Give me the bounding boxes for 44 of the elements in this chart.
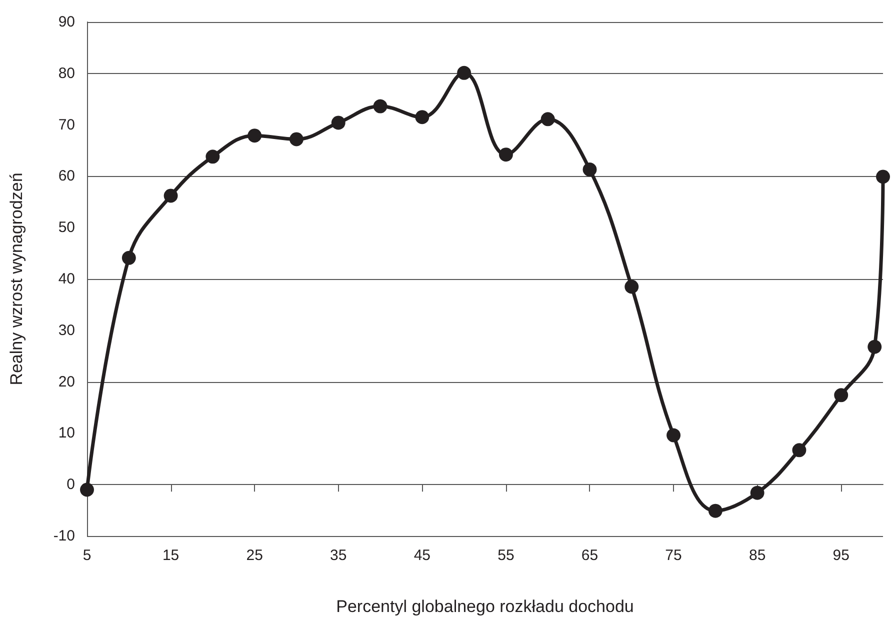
x-tick-label: 45 [414,547,430,564]
x-tick-label: 75 [665,547,682,564]
point [624,280,639,294]
x-tick-label: 85 [748,547,766,564]
x-tick-label: 35 [330,547,347,564]
point [206,150,220,164]
point [373,99,388,114]
y-tick-label: 80 [58,64,75,82]
y-tick-label: 50 [58,219,75,236]
point [792,443,806,458]
x-tick-label: 95 [832,547,850,564]
point [415,110,430,124]
y-tick-label: 10 [58,424,75,442]
y-tick-label: 20 [58,373,75,390]
y-tick-label: 40 [58,270,75,288]
point [457,66,472,80]
point [248,128,262,143]
y-tick-label: 30 [58,322,75,339]
y-axis-title: Realny wzrost wynagrodzeń [7,172,26,386]
y-tick-label: 90 [58,14,75,30]
x-tick-label: 5 [82,547,92,564]
point [666,428,681,442]
point [750,486,764,500]
point [164,188,178,203]
x-tick-label: 25 [246,547,263,564]
x-tick-label: 65 [581,547,598,564]
point [289,132,304,146]
y-tick-label: 0 [66,476,75,494]
y-tick-label: -10 [53,528,75,544]
point [122,250,136,265]
x-tick-label: 55 [498,547,514,564]
point [540,112,555,126]
x-tick-label: 15 [162,547,180,564]
point [868,340,882,354]
point [834,388,848,402]
y-tick-label: 60 [58,168,75,185]
point [80,482,94,497]
x-axis-title: Percentyl globalnego rozkładu dochodu [336,597,634,616]
point [876,170,890,184]
y-tick-label: 70 [58,116,75,134]
point [331,116,346,130]
point [498,148,513,162]
point [582,162,597,177]
point [708,504,722,518]
